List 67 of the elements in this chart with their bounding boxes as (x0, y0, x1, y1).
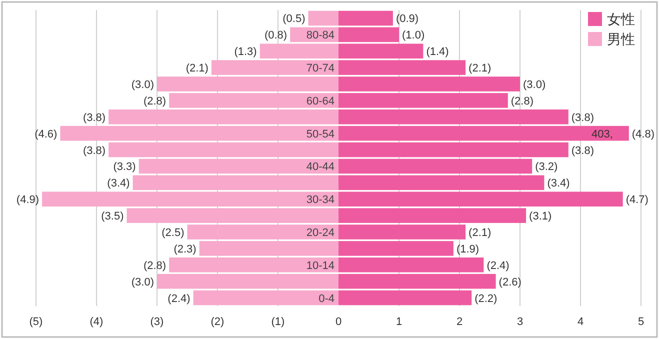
data-label: (2.4) (168, 292, 190, 305)
data-label: (0.8) (264, 30, 288, 42)
bar (308, 10, 338, 26)
data-label: (4.9) (16, 194, 40, 206)
data-label: (3.3) (113, 161, 136, 174)
data-label: (3.8) (571, 112, 594, 124)
data-label: (3.0) (523, 79, 546, 91)
data-label: (0.5) (282, 13, 306, 26)
data-label: (1.9) (456, 243, 480, 256)
data-label: (1.4) (426, 46, 449, 58)
data-label: (2.8) (510, 95, 534, 108)
legend-label: 女性 (607, 11, 635, 27)
data-label: (3.1) (529, 210, 552, 223)
bar (338, 142, 568, 158)
data-label: (2.6) (498, 276, 522, 288)
y-tick-label: 80-84 (306, 30, 334, 42)
data-label: (2.5) (162, 227, 184, 239)
data-label: (0.9) (396, 13, 419, 26)
data-label: (2.1) (186, 62, 208, 75)
x-tick-label: (3) (150, 316, 164, 328)
data-label: (1.0) (402, 30, 425, 42)
data-label: (1.3) (234, 46, 257, 58)
x-tick-label: (1) (271, 316, 285, 328)
data-label: (3.0) (131, 79, 154, 91)
y-tick-label: 60-64 (306, 95, 334, 108)
y-tick-label: 0-4 (318, 292, 334, 305)
data-label: (2.8) (143, 95, 166, 108)
y-tick-label: 30-34 (306, 194, 334, 206)
x-tick-label: 1 (396, 316, 402, 328)
x-tick-label: 2 (456, 316, 463, 328)
data-label: (3.2) (535, 161, 558, 174)
data-label: (2.8) (143, 260, 166, 272)
data-label: (3.5) (101, 210, 124, 223)
data-label: (2.4) (486, 260, 510, 272)
data-label: (3.8) (82, 144, 106, 157)
data-label: (4.6) (34, 128, 58, 140)
data-label: (3.0) (131, 276, 154, 288)
bar (338, 290, 472, 306)
data-label: (3.8) (571, 144, 594, 157)
y-tick-label: 10-14 (306, 260, 334, 272)
bar (108, 142, 338, 158)
y-tick-label: 40-44 (306, 161, 334, 174)
x-tick-label: (4) (90, 316, 104, 328)
data-label: (4.7) (626, 194, 648, 206)
x-tick-label: (2) (210, 316, 224, 328)
y-tick-label: 70-74 (306, 62, 334, 75)
data-label: (4.8) (632, 128, 655, 140)
data-label: (3.8) (82, 112, 106, 124)
x-tick-label: 0 (335, 316, 342, 328)
bar (338, 158, 532, 174)
legend-label: 男性 (607, 31, 635, 47)
data-label: (3.4) (107, 178, 130, 190)
data-label: (2.1) (468, 227, 492, 239)
data-label: (3.4) (547, 178, 570, 190)
y-tick-label: 50-54 (306, 128, 334, 140)
data-label: (2.1) (468, 62, 492, 75)
x-tick-label: (5) (29, 316, 43, 328)
data-label: (2.2) (474, 292, 498, 305)
data-label: (2.3) (174, 243, 196, 256)
bar (138, 158, 338, 174)
bar (338, 10, 393, 26)
x-tick-label: 4 (577, 316, 584, 328)
bar (193, 290, 338, 306)
y-tick-label: 20-24 (306, 227, 334, 239)
annotation: 403, (591, 128, 613, 140)
x-tick-label: 3 (516, 316, 524, 328)
x-tick-label: 5 (638, 316, 644, 328)
